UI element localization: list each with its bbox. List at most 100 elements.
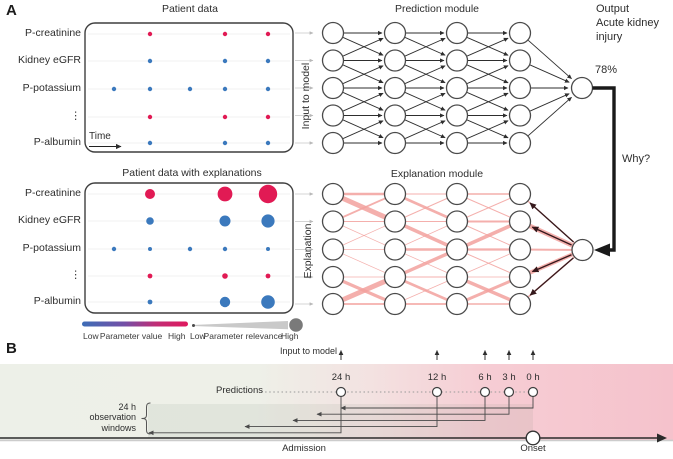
timeline-band [0,364,673,440]
feedback-arrow [531,226,572,246]
network-node [570,76,594,100]
network-node [383,265,407,289]
relevance-link [394,276,458,305]
data-dot [222,246,228,252]
network-node [383,131,407,155]
network-node [383,76,407,100]
value-legend-low: Low [83,331,99,341]
data-dot [266,247,270,251]
data-dot [258,184,278,204]
data-dot [265,114,271,120]
row-label: P-albumin [33,295,81,307]
network-node [508,182,532,206]
relevance-legend-min-dot [192,324,195,327]
network-node [321,210,345,233]
network-node [445,21,469,45]
network-node [321,76,345,100]
network-node [321,131,345,155]
observation-window-arrow [244,396,438,429]
relevance-legend-low: Low [190,331,206,341]
panel-a-label: A [6,2,17,19]
data-dot [222,273,228,279]
data-dot [148,247,152,251]
data-dot [219,296,231,308]
network-node [321,265,345,289]
relevance-link [332,249,396,278]
window-brace [141,402,151,435]
relevance-legend-max-dot [289,318,303,332]
relevance-link [456,249,521,278]
network-node [445,104,469,127]
time-label: Time [89,131,111,142]
why-path-arrowhead [594,243,610,257]
network-node [321,104,345,127]
admission-label: Admission [282,443,326,454]
window-label-line: 24 h [118,401,136,412]
explanation-side-label: Explanation [301,223,314,279]
row-label: ⋮ [70,110,82,122]
feedback-arrow [529,202,574,243]
data-dot [222,140,228,146]
network-node [445,265,469,289]
network-node [445,76,469,100]
feedback-arrow [529,257,574,296]
data-dot [217,186,233,202]
data-dot [146,217,154,225]
observation-window-arrow [340,396,534,411]
prediction-time-marker [527,386,539,398]
relevance-link [332,193,396,223]
data-dot [145,189,155,199]
network-node [508,76,532,100]
network-node [321,292,345,316]
prediction-time-label: 3 h [502,372,516,383]
relevance-link [394,247,458,279]
row-label: P-potassium [22,242,81,254]
network-node [445,182,469,206]
prediction-time-label: 12 h [427,372,447,383]
data-dot [222,31,228,37]
observation-window-arrow [148,396,342,436]
network-node [508,292,532,316]
relevance-link [456,219,521,252]
row-label: P-creatinine [24,27,81,39]
network-node [383,49,407,72]
data-dot [187,86,193,92]
network-node [508,210,532,233]
relevance-legend-high: High [281,331,299,341]
relevance-link [332,221,396,250]
data-dot [261,295,275,309]
prediction-time-marker [479,386,491,398]
data-dot [147,299,153,305]
prediction-time-marker [335,386,347,398]
network-node [508,238,532,261]
value-legend-title: Parameter value [99,331,163,341]
data-dot [147,86,153,92]
row-label: Kidney eGFR [17,214,81,226]
network-node [508,131,532,155]
relevance-link [394,221,458,250]
data-dot [222,114,228,120]
network-node [383,104,407,127]
row-label: Kidney eGFR [17,54,81,66]
network-node [383,21,407,45]
data-dot [111,246,117,252]
why-path [592,86,616,252]
window-label-line: observation [89,412,136,423]
network-node [321,238,345,261]
network-node [508,265,532,289]
timeline-input-label: Input to model [280,346,338,356]
data-dot [147,273,153,279]
input-to-model-label: Input to model [299,62,312,130]
network-node [445,131,469,155]
data-dot [187,246,193,252]
network-node [383,210,407,233]
window-label-line: windows [101,423,136,434]
row-label: ⋮ [70,269,82,281]
network-node [508,49,532,72]
data-dot [265,140,271,146]
data-dot [265,86,271,92]
observation-window-arrow [316,396,510,417]
data-dot [222,58,228,64]
